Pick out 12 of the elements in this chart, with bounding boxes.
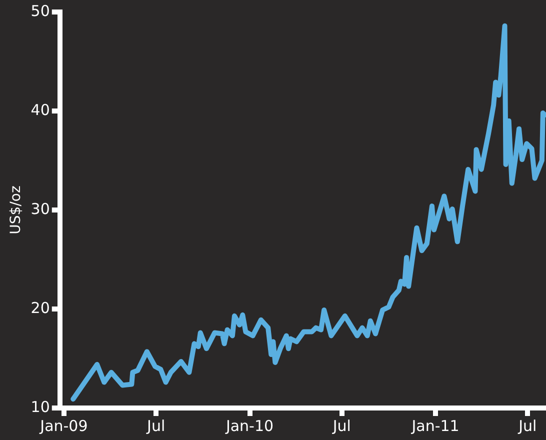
y-tick-label: 50 — [30, 2, 50, 20]
y-axis-title: US$/oz — [8, 186, 24, 234]
x-tick-label: Jul — [146, 416, 166, 435]
x-tick-label: Jul — [518, 416, 537, 435]
x-tick-label: Jan-10 — [224, 416, 274, 435]
y-tick-label: 30 — [30, 200, 50, 218]
x-tick-label: Jul — [332, 416, 351, 435]
y-tick-label: 20 — [30, 298, 50, 317]
y-tick-label: 40 — [30, 100, 50, 119]
y-tick-label: 10 — [30, 398, 50, 416]
x-tick-label: Jan-09 — [39, 416, 88, 435]
x-tick-label: Jan-11 — [410, 416, 460, 435]
